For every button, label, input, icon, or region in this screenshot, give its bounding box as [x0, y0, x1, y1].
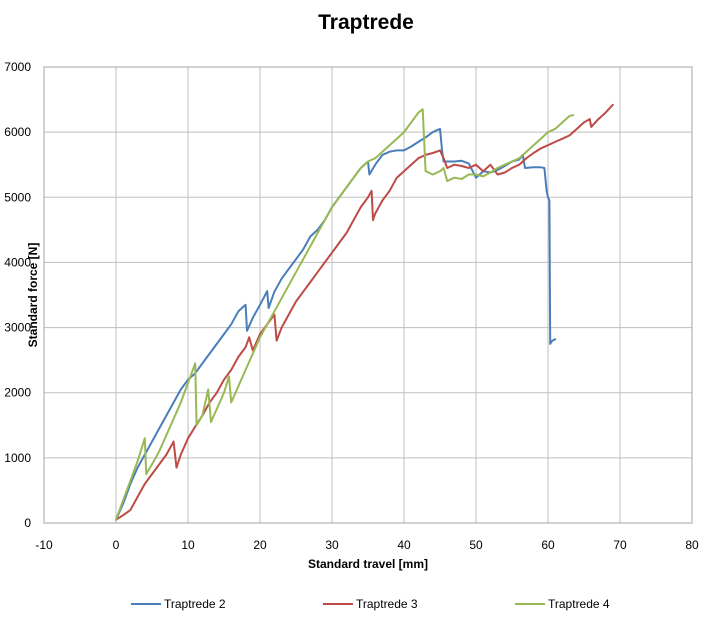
y-tick-label: 7000 — [4, 60, 31, 74]
y-tick-label: 0 — [24, 516, 31, 530]
gridlines — [43, 66, 693, 524]
legend-entry-label: Traptrede 4 — [548, 597, 610, 611]
y-tick-label: 4000 — [4, 255, 31, 269]
y-tick-label: 3000 — [4, 321, 31, 335]
y-axis-ticks: 0 1000 2000 3000 4000 5000 6000 7000 — [4, 60, 31, 530]
series-lines — [115, 103, 614, 521]
legend-entry-label: Traptrede 3 — [356, 597, 418, 611]
y-tick-label: 5000 — [4, 190, 31, 204]
x-tick-label: 50 — [469, 538, 483, 552]
y-tick-label: 1000 — [4, 451, 31, 465]
x-tick-label: 80 — [685, 538, 699, 552]
plot-area — [43, 66, 693, 524]
x-tick-label: 20 — [253, 538, 267, 552]
x-tick-label: 70 — [613, 538, 627, 552]
x-tick-label: 40 — [397, 538, 411, 552]
series-line-1 — [115, 127, 557, 521]
y-axis-label: Standard force [N] — [26, 243, 40, 348]
x-tick-label: 30 — [325, 538, 339, 552]
chart-title: Traptrede — [318, 11, 414, 34]
x-tick-label: 0 — [113, 538, 120, 552]
x-tick-label: 10 — [181, 538, 195, 552]
x-axis-ticks: -10 0 10 20 30 40 50 60 70 80 — [35, 538, 699, 552]
y-tick-label: 2000 — [4, 386, 31, 400]
x-tick-label: -10 — [35, 538, 53, 552]
x-tick-label: 60 — [541, 538, 555, 552]
legend: Traptrede 2 Traptrede 3 Traptrede 4 — [131, 597, 610, 611]
x-axis-label: Standard travel [mm] — [308, 557, 428, 571]
legend-entry-label: Traptrede 2 — [164, 597, 226, 611]
y-tick-label: 6000 — [4, 125, 31, 139]
series-line-3 — [115, 108, 575, 521]
